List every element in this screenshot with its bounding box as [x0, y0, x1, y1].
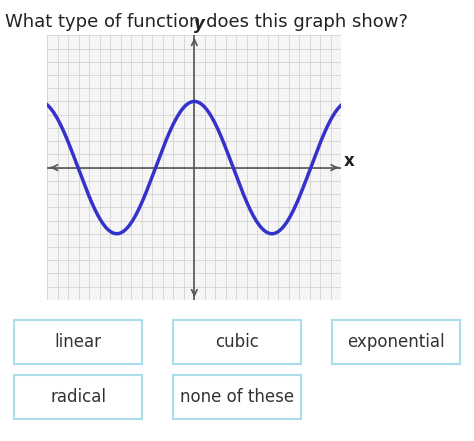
Text: linear: linear — [55, 333, 102, 351]
Text: cubic: cubic — [215, 333, 259, 351]
Text: y: y — [194, 15, 205, 33]
Text: What type of function does this graph show?: What type of function does this graph sh… — [5, 13, 408, 31]
Text: radical: radical — [50, 388, 106, 406]
Text: none of these: none of these — [180, 388, 294, 406]
Text: exponential: exponential — [347, 333, 445, 351]
Text: x: x — [343, 152, 354, 170]
